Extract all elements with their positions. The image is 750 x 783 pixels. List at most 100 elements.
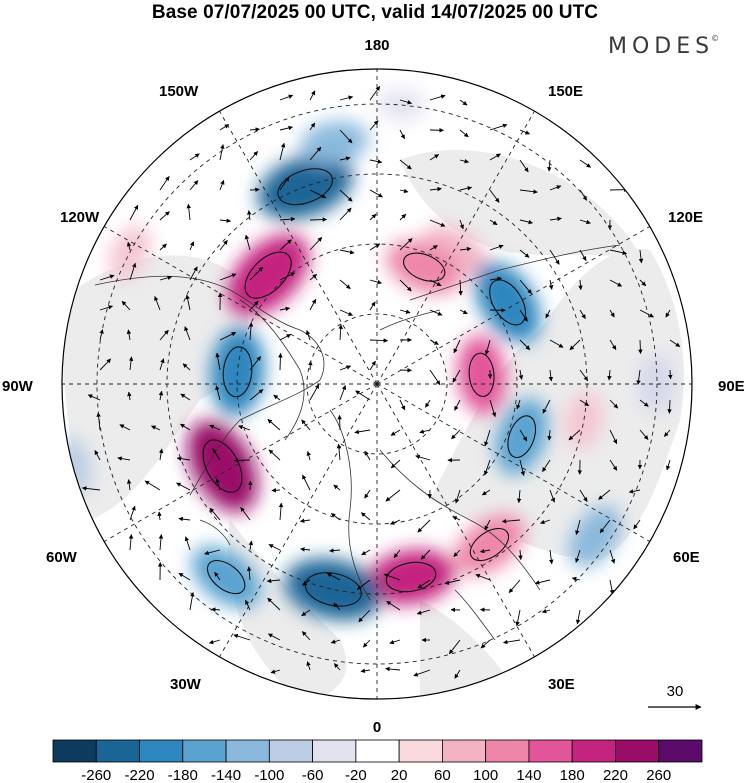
wind-arrow (267, 597, 281, 611)
contour-line (385, 561, 437, 593)
wind-arrow (458, 279, 463, 296)
colorbar-swatch (355, 739, 400, 763)
wind-arrow (151, 425, 161, 431)
wind-arrow (189, 180, 199, 191)
lon-label-150w: 150W (159, 83, 199, 100)
wind-arrow (178, 572, 191, 581)
colorbar-tick-label: -60 (302, 767, 324, 783)
wind-arrow (278, 352, 283, 371)
lon-label-60e: 60E (673, 549, 700, 566)
wind-arrow (245, 599, 251, 611)
wind-arrow (399, 188, 409, 194)
wind-arrow (579, 399, 590, 407)
anomaly-blob (386, 240, 462, 294)
wind-arrow (542, 399, 551, 414)
wind-arrow (339, 249, 355, 255)
wind-arrow (579, 219, 591, 225)
wind-arrow (249, 267, 263, 281)
wind-arrow (279, 306, 291, 312)
wind-arrow (267, 419, 281, 431)
wind-arrow (369, 360, 376, 371)
wind-arrow (267, 633, 281, 641)
wind-arrow (639, 309, 654, 318)
wind-arrow (390, 459, 401, 469)
lon-label-30w: 30W (170, 676, 202, 693)
contour-line (206, 559, 246, 595)
anomaly-blob (191, 546, 261, 608)
wind-arrow (501, 518, 521, 524)
wind-arrow (519, 339, 531, 351)
wind-arrow (459, 309, 468, 315)
colorbar-tick-label: -180 (168, 767, 198, 783)
wind-arrow (144, 480, 161, 491)
wind-arrow (663, 429, 671, 437)
wind-arrow (273, 394, 281, 401)
wind-arrow (268, 544, 281, 551)
wind-arrow (211, 607, 221, 612)
wind-arrow (369, 243, 381, 251)
wind-arrow (249, 151, 258, 161)
modes-wordmark: MODES (608, 34, 715, 59)
wind-arrow (189, 266, 198, 281)
wind-arrow (451, 429, 461, 440)
wind-arrow (667, 399, 672, 414)
wind-arrow (309, 273, 318, 281)
wind-arrow (129, 505, 136, 521)
wind-arrow (519, 219, 533, 225)
wind-arrow (399, 159, 412, 170)
colorbar-tick-label: -100 (254, 767, 284, 783)
wind-arrow (249, 300, 259, 311)
wind-arrow (484, 429, 491, 447)
wind-arrow (609, 279, 623, 287)
wind-arrow (454, 489, 461, 504)
wind-arrow (519, 129, 530, 135)
colorbar-swatch (139, 739, 184, 763)
wind-arrow (158, 448, 164, 461)
wind-arrow (429, 186, 442, 192)
wind-arrow (399, 309, 411, 314)
wind-arrow (158, 390, 164, 401)
anomaly-blob (187, 420, 258, 513)
wind-arrow (415, 454, 431, 461)
wind-arrow (248, 322, 254, 341)
wind-arrow (459, 186, 473, 191)
anomaly-blob (85, 583, 133, 635)
wind-arrow (483, 459, 491, 476)
wind-arrow (598, 489, 611, 500)
wind-arrow (453, 549, 461, 557)
colorbar-swatch (441, 739, 487, 763)
colorbar-tick-label: -140 (211, 767, 241, 783)
wind-arrow (540, 519, 551, 525)
wind-arrow (189, 153, 200, 161)
wind-arrow (301, 631, 311, 641)
wind-arrow (369, 301, 376, 311)
wind-arrow (548, 369, 554, 382)
colorbar-tick-label: 260 (646, 767, 671, 783)
wind-arrow (127, 391, 132, 401)
wind-arrow (609, 579, 615, 595)
wind-arrow (266, 578, 281, 584)
wind-arrow (399, 213, 407, 221)
wind-arrow (249, 127, 260, 132)
wind-vectors (81, 85, 681, 679)
wind-arrow (444, 579, 461, 585)
wind-arrow (279, 334, 292, 341)
vector-key: 30 (648, 683, 702, 710)
wind-arrow (425, 399, 431, 408)
wind-arrow (609, 429, 618, 445)
wind-arrow (489, 189, 500, 203)
wind-arrow (547, 429, 552, 441)
contour-line (277, 168, 333, 206)
wind-arrow (219, 273, 237, 281)
wind-arrow (571, 576, 581, 582)
wind-arrow (429, 369, 441, 386)
wind-arrow (519, 309, 528, 322)
lon-label-120w: 120W (60, 209, 100, 226)
wind-arrow (209, 424, 221, 431)
wind-arrow (126, 479, 132, 491)
wind-arrow (489, 219, 498, 226)
wind-arrow (665, 459, 671, 471)
wind-arrow (545, 309, 551, 319)
wind-arrow (81, 486, 101, 491)
wind-arrow (119, 424, 131, 431)
